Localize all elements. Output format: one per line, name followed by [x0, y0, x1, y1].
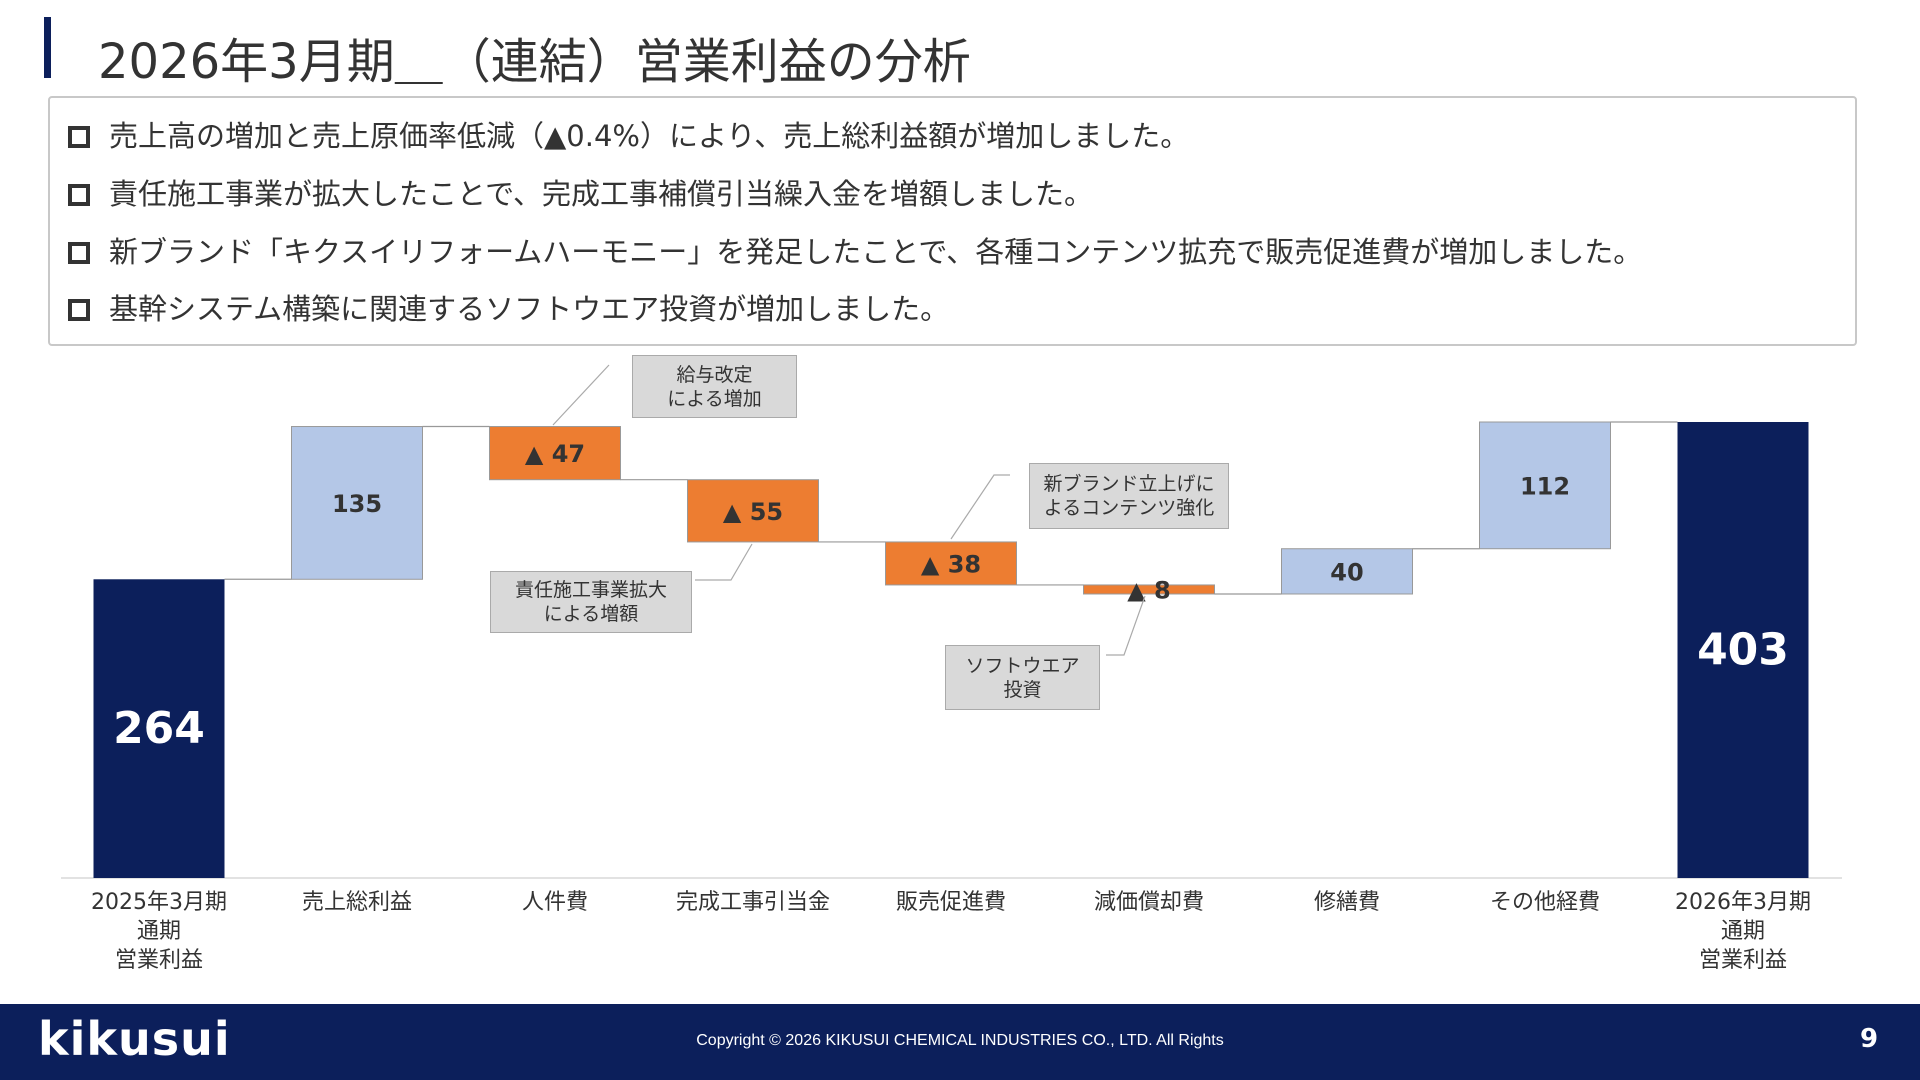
copyright: Copyright © 2026 KIKUSUI CHEMICAL INDUST…: [696, 1032, 1224, 1049]
value-label: 135: [332, 490, 382, 518]
x-tick-label: 2026年3月期 通期 営業利益: [1675, 890, 1811, 973]
summary-box: [48, 96, 1857, 346]
value-label: 264: [113, 703, 205, 754]
x-tick-label: 人件費: [521, 890, 588, 915]
bullet-text: 売上高の増加と売上原価率低減（▲0.4%）により、売上総利益額が増加しました。: [109, 119, 1190, 153]
callout: ソフトウエア 投資: [945, 645, 1100, 710]
callout-leader: [552, 364, 610, 426]
callout: 給与改定 による増加: [632, 355, 797, 418]
value-label: ▲ 8: [1127, 576, 1171, 604]
x-tick-label: 完成工事引当金: [675, 890, 830, 915]
x-tick-label: 2025年3月期 通期 営業利益: [91, 890, 227, 973]
bullet-marker: [68, 299, 90, 321]
bar: [1083, 584, 1215, 595]
bar: [687, 479, 819, 543]
value-label: ▲ 47: [525, 440, 585, 468]
callout-leader: [950, 474, 1010, 540]
bar: [1677, 422, 1809, 878]
value-label: 40: [1330, 558, 1363, 586]
bar: [291, 426, 423, 580]
callout: 新ブランド立上げに よるコンテンツ強化: [1029, 463, 1229, 529]
value-label: ▲ 55: [723, 498, 783, 526]
x-tick-label: 減価償却費: [1093, 890, 1204, 915]
callout-leader: [1106, 595, 1146, 656]
slide-title: 2026年3月期＿（連結）営業利益の分析: [98, 34, 971, 90]
bar: [1479, 421, 1611, 550]
bullet-text: 責任施工事業が拡大したことで、完成工事補償引当繰入金を増額しました。: [109, 177, 1093, 211]
x-tick-label: その他経費: [1489, 890, 1600, 915]
callout-leader: [695, 543, 753, 581]
bar: [1281, 548, 1413, 595]
value-label: 112: [1520, 472, 1570, 500]
bullet-marker: [68, 242, 90, 264]
logo: kikusui: [38, 1012, 231, 1066]
x-tick-label: 修繕費: [1313, 890, 1380, 915]
x-tick-label: 売上総利益: [301, 890, 412, 915]
x-tick-label: 販売促進費: [895, 890, 1006, 915]
bar: [489, 426, 621, 481]
page-number: 9: [1860, 1024, 1879, 1054]
bullet-marker: [68, 126, 90, 148]
footer: [0, 1004, 1920, 1080]
bullet-text: 新ブランド「キクスイリフォームハーモニー」を発足したことで、各種コンテンツ拡充で…: [109, 235, 1643, 269]
bullet-marker: [68, 184, 90, 206]
chart: 264 135 ▲ 47 ▲ 55 ▲ 38 ▲ 8 40 112 403: [61, 364, 1842, 879]
bullet-text: 基幹システム構築に関連するソフトウエア投資が増加しました。: [109, 292, 950, 326]
bar: [885, 541, 1017, 586]
title-accent: [44, 17, 51, 78]
bar: [93, 579, 225, 878]
callout: 責任施工事業拡大 による増額: [490, 571, 692, 633]
value-label: 403: [1697, 625, 1789, 676]
value-label: ▲ 38: [921, 550, 981, 578]
